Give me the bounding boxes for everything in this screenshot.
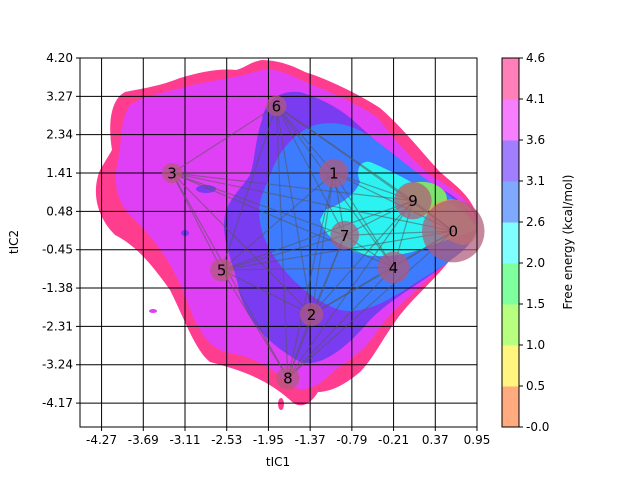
edge-3-5 <box>171 172 223 271</box>
axes-frame <box>79 57 478 428</box>
edge-5-7 <box>221 234 345 271</box>
y-tick-label: -1.38 <box>42 281 73 295</box>
edge-3-6 <box>171 105 277 174</box>
colorbar-segment <box>502 222 519 264</box>
edge-3-7 <box>171 172 345 236</box>
contour-island <box>196 185 216 193</box>
colorbar-tick-label: 0.5 <box>526 379 545 393</box>
edge-2-6 <box>275 105 313 315</box>
state-node-6 <box>266 95 287 117</box>
state-node-label: 4 <box>389 259 399 277</box>
state-node-5 <box>210 258 234 282</box>
state-node-label: 5 <box>217 261 227 279</box>
y-tick-label: -2.31 <box>42 319 73 333</box>
y-tick-label: -4.17 <box>42 396 73 410</box>
edge-4-8 <box>287 267 395 379</box>
colorbar-segment <box>502 304 519 346</box>
x-tick-label: -4.27 <box>86 433 117 447</box>
colorbar-segment <box>502 99 519 141</box>
edge-1-8 <box>287 172 335 379</box>
edge-2-3 <box>171 172 313 315</box>
y-axis-label: tIC2 <box>7 230 21 254</box>
edge-6-8 <box>275 105 289 378</box>
colorbar-tick-label: 2.6 <box>526 215 545 229</box>
colorbar-tick-label: 2.0 <box>526 256 545 270</box>
y-axis-ticks: 4.20 3.27 2.34 1.41 0.48 -0.45 -1.38 -2.31 -3.24… <box>42 51 80 410</box>
colorbar-tick-label: 3.6 <box>526 133 545 147</box>
colorbar-tick-label: 4.1 <box>526 92 545 106</box>
edge-3-9 <box>171 172 414 202</box>
colorbar-tick-label: 1.5 <box>526 297 545 311</box>
colorbar-segment <box>502 263 519 305</box>
state-node-0 <box>422 199 485 263</box>
edge-0-5 <box>221 230 454 271</box>
y-tick-label: -3.24 <box>42 358 73 372</box>
x-tick-label: 0.37 <box>422 433 449 447</box>
x-tick-label: -3.11 <box>169 433 200 447</box>
colorbar-segment <box>502 58 519 100</box>
colorbar-tick-label: 3.1 <box>526 174 545 188</box>
x-tick-label: -0.21 <box>378 433 409 447</box>
state-node-2 <box>299 302 324 327</box>
edge-1-2 <box>310 172 335 315</box>
edge-1-4 <box>333 172 395 268</box>
x-tick-label: -2.53 <box>211 433 242 447</box>
y-tick-label: -0.45 <box>42 243 73 257</box>
colorbar-segment <box>502 345 519 387</box>
x-tick-label: -3.69 <box>128 433 159 447</box>
state-node-label: 6 <box>272 97 282 115</box>
state-node-8 <box>276 366 300 390</box>
state-node-label: 0 <box>448 223 458 241</box>
edge-1-6 <box>275 105 335 174</box>
state-nodes: 0 1 2 3 4 5 6 7 8 9 <box>161 95 485 390</box>
edge-5-8 <box>221 269 289 379</box>
state-node-label: 3 <box>167 165 177 183</box>
state-node-label: 7 <box>340 227 350 245</box>
state-node-7 <box>330 220 360 250</box>
colorbar-segment <box>502 181 519 223</box>
edge-5-9 <box>221 200 414 271</box>
state-node-label: 8 <box>283 369 293 387</box>
state-node-9 <box>394 182 432 220</box>
edge-6-7 <box>275 105 346 236</box>
y-tick-label: 4.20 <box>46 51 73 65</box>
x-axis-ticks: -4.27 -3.69 -3.11 -2.53 -1.95 -1.37 -0.79 -0.21… <box>86 427 490 447</box>
contour-island <box>149 309 157 313</box>
x-tick-label: -0.79 <box>336 433 367 447</box>
colorbar-tick-label: -0.0 <box>526 420 549 434</box>
edge-8-9 <box>287 200 414 379</box>
state-node-label: 1 <box>329 165 339 183</box>
state-node-4 <box>377 251 410 284</box>
y-tick-label: 0.48 <box>46 204 73 218</box>
edge-3-4 <box>171 172 394 268</box>
y-tick-label: 2.34 <box>46 128 73 142</box>
colorbar-segment <box>502 140 519 182</box>
contour-island <box>278 398 284 410</box>
state-node-label: 9 <box>408 192 418 210</box>
colorbar-label: Free energy (kcal/mol) <box>561 175 575 310</box>
colorbar-tick-label: 4.6 <box>526 51 545 65</box>
colorbar-tick-label: 1.0 <box>526 338 545 352</box>
y-tick-label: 3.27 <box>46 89 73 103</box>
edge-2-9 <box>311 200 414 315</box>
y-tick-label: 1.41 <box>46 166 73 180</box>
colorbar-frame <box>501 57 520 428</box>
x-tick-label: -1.95 <box>253 433 284 447</box>
state-node-3 <box>161 162 183 184</box>
x-tick-label: -1.37 <box>295 433 326 447</box>
edge-5-6 <box>221 105 277 271</box>
edge-0-8 <box>287 230 454 379</box>
x-axis-label: tIC1 <box>266 455 290 469</box>
colorbar: -0.0 0.5 1.0 1.5 2.0 2.6 3.1 3.6 4.1 4.6 <box>501 51 549 434</box>
state-node-label: 2 <box>307 306 317 324</box>
edge-6-9 <box>276 105 414 202</box>
x-tick-label: 0.95 <box>464 433 491 447</box>
state-node-1 <box>319 158 349 188</box>
colorbar-segment <box>502 386 519 428</box>
edge-2-5 <box>221 269 312 315</box>
